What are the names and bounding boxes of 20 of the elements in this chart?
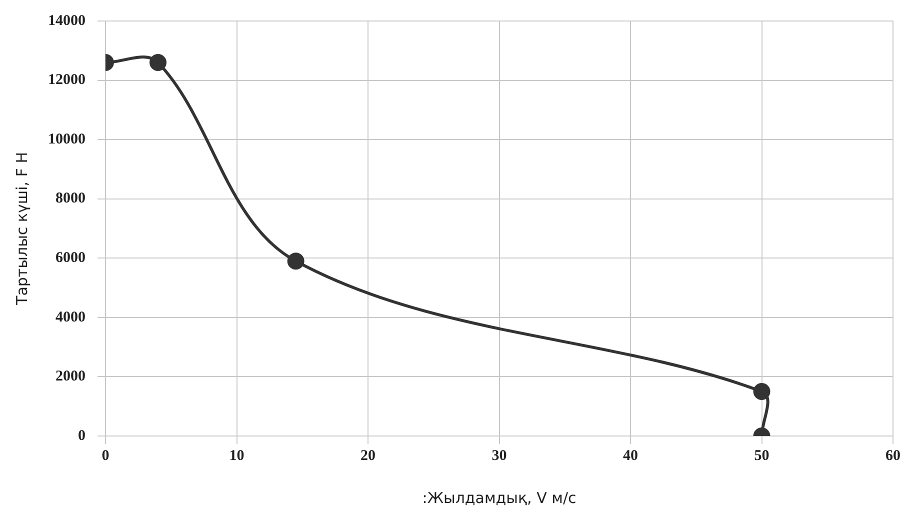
x-tick-label: 0 <box>102 448 110 464</box>
y-tick-label: 4000 <box>56 309 86 326</box>
y-tick-label: 8000 <box>56 190 86 207</box>
y-axis-title: Тартылыс күші, F H <box>12 152 31 306</box>
y-tick-label: 6000 <box>56 250 86 266</box>
x-axis-title: :Жылдамдық, V м/с <box>422 488 576 507</box>
x-tick-label: 60 <box>886 448 900 464</box>
y-tick-label: 2000 <box>56 368 86 385</box>
y-tick-label: 12000 <box>48 72 86 88</box>
x-tick-label: 50 <box>754 448 770 464</box>
x-tick-label: 30 <box>492 448 507 464</box>
y-tick-label: 14000 <box>48 12 86 29</box>
x-tick-label: 40 <box>623 448 638 464</box>
y-tick-label: 10000 <box>48 131 86 148</box>
x-tick-label: 20 <box>360 448 376 464</box>
point <box>150 54 166 71</box>
point <box>287 252 304 270</box>
x-tick-label: 10 <box>229 448 244 464</box>
y-tick-label: 0 <box>78 428 86 444</box>
point <box>753 383 770 400</box>
